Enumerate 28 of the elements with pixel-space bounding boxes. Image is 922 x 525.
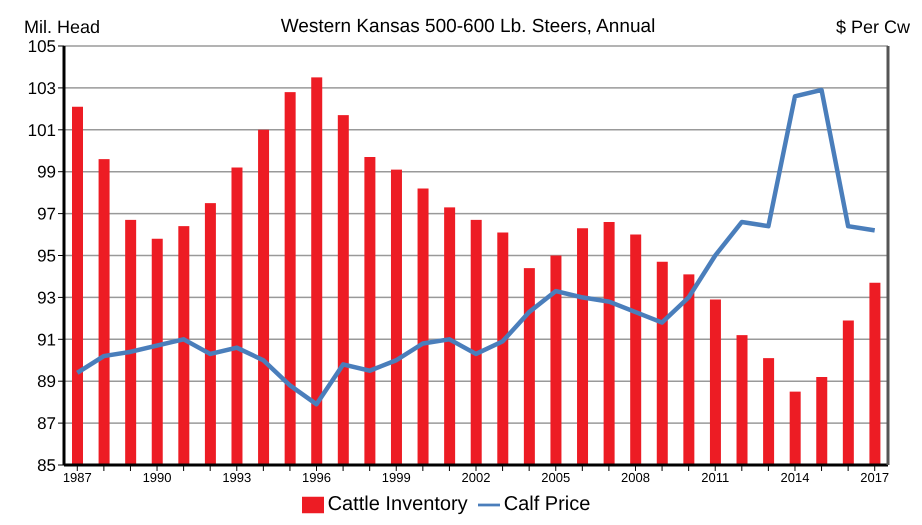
y-tick-label: 95 <box>37 246 56 266</box>
x-tick-label: 1996 <box>302 470 331 486</box>
y-axis-title: Mil. Head <box>24 17 100 38</box>
x-tick-label: 2017 <box>860 470 890 486</box>
y-tick-label: 87 <box>37 414 56 434</box>
x-tick-label: 1990 <box>142 470 172 486</box>
y-tick-label: 97 <box>37 204 56 224</box>
legend-label: Cattle Inventory <box>328 493 468 515</box>
x-tick-label: 2002 <box>462 470 490 486</box>
y-tick-label: 93 <box>37 288 56 308</box>
x-tick-label: 2014 <box>780 470 810 486</box>
chart-title: Western Kansas 500-600 Lb. Steers, Annual <box>280 16 656 38</box>
y-tick-label: 85 <box>37 456 56 476</box>
line-series <box>75 88 877 406</box>
y-tick-label: 91 <box>37 330 56 350</box>
x-tick-label: 2011 <box>701 470 730 486</box>
y-tick-label: 105 <box>28 37 56 56</box>
y-tick-label: 99 <box>37 162 56 182</box>
y-tick-label: 89 <box>37 372 56 392</box>
y-tick-label: 101 <box>28 120 56 140</box>
legend-label: Calf Price <box>504 493 590 515</box>
y-tick-label: 103 <box>28 78 56 98</box>
x-tick-label: 2005 <box>541 470 570 486</box>
x-tick-label: 1987 <box>62 470 92 486</box>
x-tick-label: 2008 <box>621 470 650 486</box>
x-tick-label: 1999 <box>382 470 411 486</box>
x-tick-label: 1993 <box>222 470 252 486</box>
y2-axis-title: $ Per Cw <box>836 17 910 38</box>
